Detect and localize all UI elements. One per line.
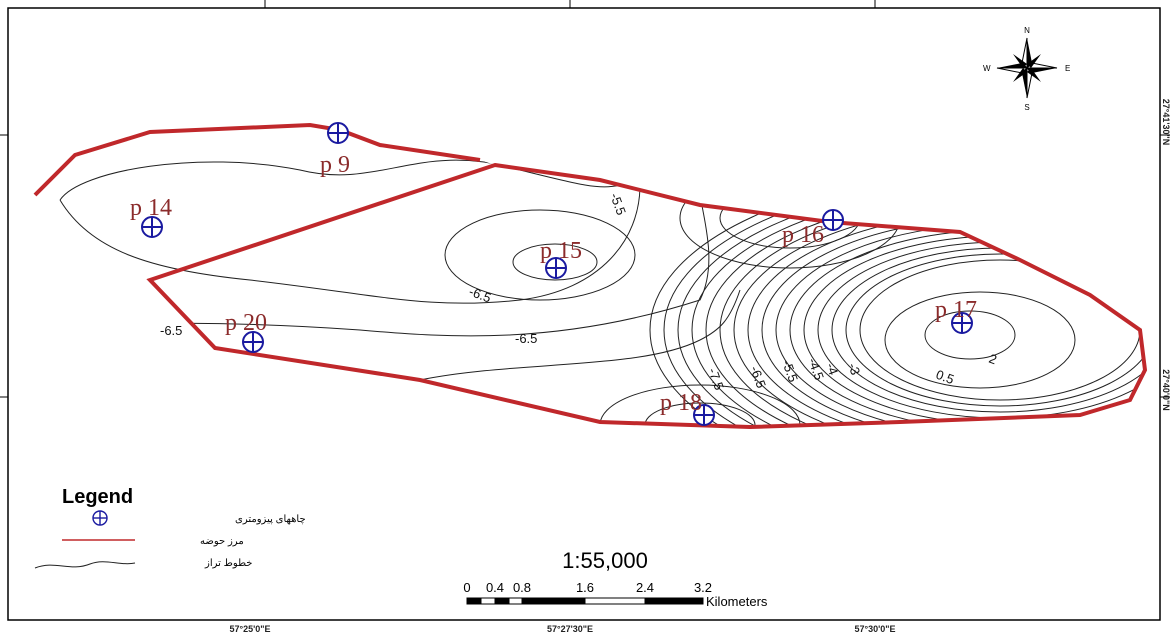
contour-label: -6.5: [747, 364, 769, 390]
legend-item: مرز حوضه: [200, 536, 244, 547]
basin-boundary: [33, 122, 1148, 430]
well-label: p 9: [320, 152, 350, 178]
well-marker: [822, 209, 844, 231]
longitude-label: 57°25'0"E: [229, 624, 270, 634]
latitude-label: 27°41'30"N: [1161, 99, 1170, 146]
well-label: p 17: [935, 297, 977, 323]
scale-tick-label: 3.2: [694, 580, 712, 595]
map-frame: [7, 7, 1161, 621]
contour-line: [817, 241, 1145, 419]
wells: [141, 122, 973, 426]
contour-line: [649, 169, 1145, 427]
frame-ticks: [0, 0, 1170, 398]
contour-lines: [35, 159, 1145, 427]
contour-label: -6.5: [160, 323, 182, 338]
compass-label: N: [1024, 26, 1030, 35]
scale-tick-label: 0.8: [513, 580, 531, 595]
scale-tick-label: 2.4: [636, 580, 654, 595]
longitude-label: 57°27'30"E: [547, 624, 593, 634]
contour-label: -3: [845, 361, 863, 377]
scale-ratio: 1:55,000: [562, 548, 648, 573]
compass-label: S: [1024, 103, 1029, 112]
legend-item: چاههای پیزومتری: [235, 514, 306, 525]
scale-tick-label: 1.6: [576, 580, 594, 595]
contour-label: 2: [987, 351, 999, 368]
legend-symbol: [34, 561, 136, 569]
legend-item: خطوط تراز: [204, 558, 253, 569]
well-label: p 14: [130, 195, 172, 221]
legend-title: Legend: [62, 486, 133, 508]
well-marker: [327, 122, 349, 144]
legend-symbol: [92, 510, 108, 526]
contour-label: -6.5: [467, 284, 493, 306]
well-label: p 15: [540, 238, 582, 264]
contour-line: [663, 175, 1145, 427]
contour-line: [859, 259, 1141, 401]
compass-label: W: [983, 64, 991, 73]
longitude-label: 57°30'0"E: [854, 624, 895, 634]
contour-line: [789, 229, 1145, 427]
legend: Legend چاههای پیزومتری مرز حوضه خطوط ترا…: [34, 486, 306, 569]
scale-tick-label: 0: [463, 580, 470, 595]
well-label: p 16: [782, 222, 824, 248]
well-label: p 20: [225, 310, 267, 336]
compass: N S E W: [983, 26, 1070, 112]
contour-line: [845, 253, 1145, 407]
latitude-label: 27°40'0"N: [1161, 369, 1170, 411]
contour-label: -5.5: [779, 358, 801, 384]
contour-label: -4: [823, 361, 841, 377]
contour-label: -5.5: [607, 191, 629, 217]
contour-label: -4.5: [805, 356, 827, 382]
scale-unit: Kilometers: [706, 594, 768, 609]
compass-label: E: [1065, 64, 1070, 73]
contour-label: 0.5: [934, 367, 956, 387]
scale: 1:55,000 0 0.4 0.8 1.6 2.4 3.2 Kilometer…: [463, 548, 768, 609]
contour-labels: -5.5 -6.5 -6.5 -6.5 -7.5 -6.5 -5.5 -4.5 …: [160, 191, 999, 392]
contour-line: [803, 235, 1145, 425]
scale-tick-label: 0.4: [486, 580, 504, 595]
contour-label: -7.5: [705, 366, 727, 392]
well-label: p 18: [660, 390, 702, 416]
contour-label: -6.5: [515, 331, 537, 346]
